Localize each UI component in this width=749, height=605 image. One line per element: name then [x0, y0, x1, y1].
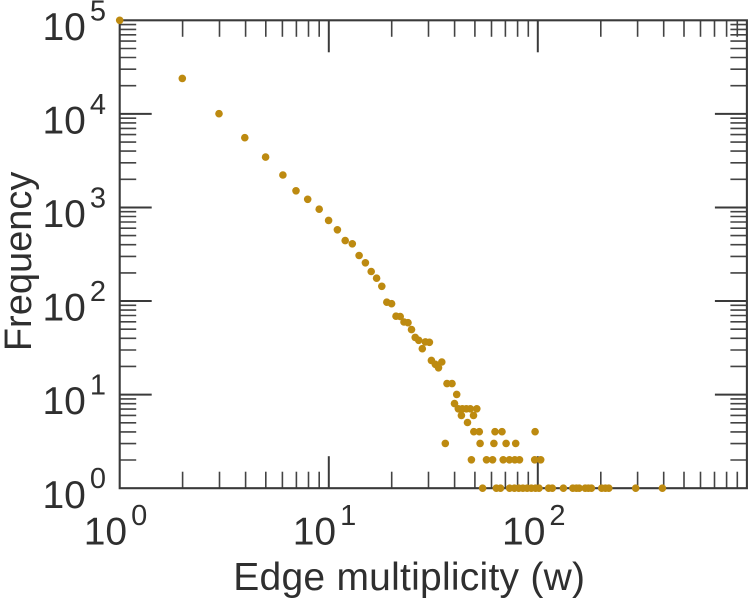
- svg-text:Frequency: Frequency: [0, 172, 40, 352]
- svg-text:101: 10 1: [42, 370, 106, 424]
- svg-text:Edge multiplicity (w): Edge multiplicity (w): [233, 556, 585, 599]
